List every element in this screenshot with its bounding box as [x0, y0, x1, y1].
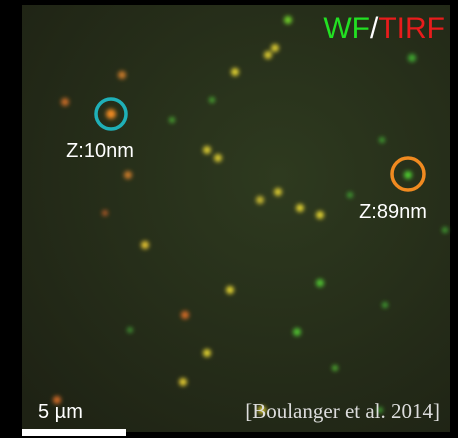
spot — [382, 302, 388, 308]
spot — [296, 204, 304, 212]
spot — [127, 327, 133, 333]
spot — [209, 97, 215, 103]
spot — [214, 154, 222, 162]
spot — [61, 98, 69, 106]
spot — [264, 51, 272, 59]
spot — [179, 378, 187, 386]
spot — [181, 311, 189, 319]
legend-wf: WF — [323, 12, 370, 45]
scale-bar — [22, 429, 126, 436]
spot — [141, 241, 149, 249]
spot — [284, 16, 292, 24]
spot — [442, 227, 448, 233]
spot — [316, 279, 324, 287]
spot — [231, 68, 239, 76]
spot — [203, 146, 211, 154]
micrograph: Z:10nm Z:89nm WF/TIRF 5 µm [Boulanger et… — [0, 0, 458, 438]
legend-tirf: TIRF — [378, 12, 445, 45]
spot — [256, 196, 264, 204]
spot — [293, 328, 301, 336]
spot — [271, 44, 279, 52]
spot — [106, 109, 116, 119]
spot — [226, 286, 234, 294]
citation: [Boulanger et al. 2014] — [245, 399, 440, 423]
spot — [408, 54, 416, 62]
annotation: Z:10nm — [66, 140, 134, 162]
spot — [102, 210, 108, 216]
spot — [169, 117, 175, 123]
spot — [118, 71, 126, 79]
spot — [379, 137, 385, 143]
spot — [347, 192, 353, 198]
spot — [124, 171, 132, 179]
scale-bar-label: 5 µm — [38, 401, 83, 423]
spot — [332, 365, 338, 371]
annotation: Z:89nm — [359, 201, 427, 223]
spot — [404, 171, 412, 179]
spot — [274, 188, 282, 196]
spot — [316, 211, 324, 219]
spot — [203, 349, 211, 357]
legend: WF/TIRF — [323, 12, 445, 45]
